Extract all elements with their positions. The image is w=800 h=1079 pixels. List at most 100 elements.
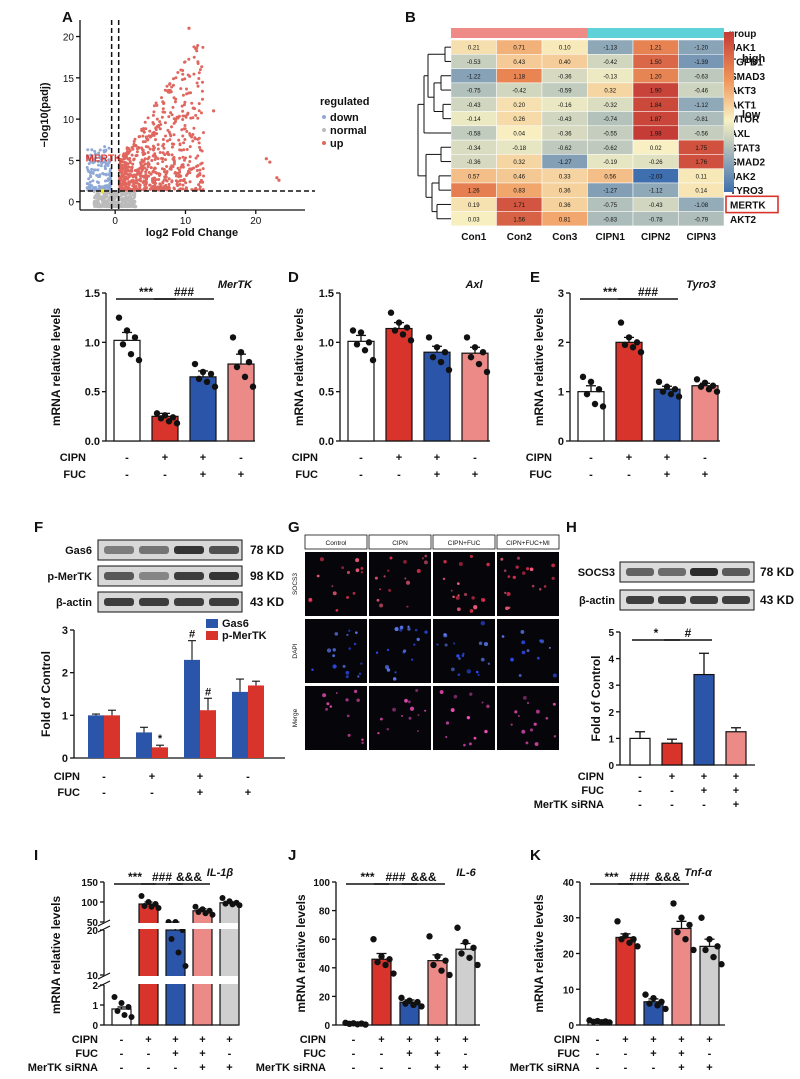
cell-spot	[383, 575, 386, 578]
point-up	[165, 188, 169, 192]
condition-sign: +	[200, 452, 206, 464]
condition-sign: +	[145, 1034, 151, 1046]
row-label: MTOR	[730, 115, 760, 126]
condition-sign: +	[472, 469, 478, 481]
cell-spot	[374, 576, 378, 580]
point-up	[133, 137, 137, 141]
data-point	[678, 914, 685, 921]
cell-spot	[462, 652, 465, 655]
condition-sign: +	[701, 771, 707, 783]
data-point	[675, 393, 683, 400]
point-up	[181, 68, 185, 72]
data-point	[169, 414, 177, 421]
micrograph-tile	[433, 619, 495, 683]
point-down	[91, 187, 95, 191]
data-point	[236, 902, 243, 909]
point-up	[135, 172, 139, 176]
data-point	[633, 339, 641, 346]
point-up	[160, 115, 164, 119]
blot-band	[104, 572, 134, 580]
legend-swatch	[206, 619, 218, 628]
point-normal	[123, 201, 127, 205]
data-point	[354, 1021, 361, 1028]
cell-spot	[457, 594, 460, 597]
condition-sign: -	[397, 469, 401, 481]
cell-value: -0.14	[467, 117, 481, 123]
row-label: STAT3	[730, 143, 761, 154]
cell-spot	[456, 654, 460, 658]
bar	[661, 742, 683, 766]
condition-label: CIPN	[300, 1034, 326, 1046]
cell-value: -0.55	[603, 131, 617, 137]
condition-label: CIPN	[292, 452, 318, 464]
y-axis-label: mRNA relative levels	[49, 896, 63, 1015]
point-up	[178, 182, 182, 186]
cell-spot	[512, 575, 516, 580]
bar	[385, 327, 413, 442]
y-tick-label: 3	[608, 681, 614, 692]
sig-mark: #	[685, 626, 692, 640]
heatmap-cell	[678, 211, 725, 227]
axis-break-gap	[98, 976, 238, 984]
point-down	[86, 148, 90, 152]
cell-spot	[514, 710, 518, 714]
point-up	[187, 57, 191, 61]
cell-spot	[414, 628, 418, 632]
blot-band	[139, 546, 169, 554]
cell-spot	[487, 662, 491, 665]
point-up	[162, 168, 166, 172]
bar-Gas6	[232, 691, 248, 758]
bar-Gas6	[184, 659, 200, 758]
data-point	[655, 378, 663, 385]
condition-sign: +	[172, 1048, 178, 1060]
cell-spot	[486, 562, 490, 567]
data-point	[237, 349, 245, 356]
sig-mark: ***	[603, 285, 617, 299]
dendrogram	[417, 46, 451, 220]
y-tick-label: 2	[92, 981, 98, 992]
condition-sign: -	[228, 1048, 232, 1060]
data-point	[402, 1000, 409, 1007]
point-down	[102, 157, 106, 161]
point-up	[161, 180, 165, 184]
y-tick-label: 4	[608, 655, 614, 666]
sig-mark: ###	[638, 285, 658, 299]
point-down	[104, 149, 108, 153]
data-point	[173, 420, 181, 427]
point-up	[169, 90, 173, 94]
y-axis-label: mRNA relative levels	[532, 894, 546, 1013]
point-up	[185, 130, 189, 134]
y-tick-label: 1.5	[319, 288, 334, 300]
point-up	[171, 105, 175, 109]
condition-sign: +	[462, 1034, 468, 1046]
point-down	[92, 157, 96, 161]
point-up	[142, 159, 146, 163]
point-up	[184, 181, 188, 185]
point-down	[92, 168, 96, 172]
cell-spot	[500, 557, 504, 561]
cell-value: 0.43	[513, 60, 525, 66]
point-down	[97, 163, 101, 167]
data-point	[429, 353, 437, 361]
y-tick-label: 3	[62, 625, 68, 637]
condition-sign: +	[396, 452, 402, 464]
condition-sign: +	[238, 469, 244, 481]
condition-sign: -	[627, 469, 631, 481]
point-normal	[112, 204, 115, 208]
group-bar	[678, 28, 724, 38]
cell-spot	[345, 670, 350, 675]
cell-spot	[510, 657, 514, 662]
cell-value: -0.13	[603, 74, 617, 80]
point-down	[104, 173, 108, 177]
y-tick-label: 0.0	[319, 436, 334, 448]
condition-sign: -	[246, 771, 250, 783]
cell-spot	[471, 596, 475, 600]
point-up	[183, 60, 187, 64]
point-up	[130, 168, 134, 172]
data-point	[659, 388, 667, 395]
cell-value: 1.87	[650, 117, 662, 123]
point-normal	[93, 204, 97, 208]
point-up	[127, 157, 131, 161]
data-point	[233, 363, 241, 371]
y-tick-label: 0	[568, 1021, 574, 1032]
